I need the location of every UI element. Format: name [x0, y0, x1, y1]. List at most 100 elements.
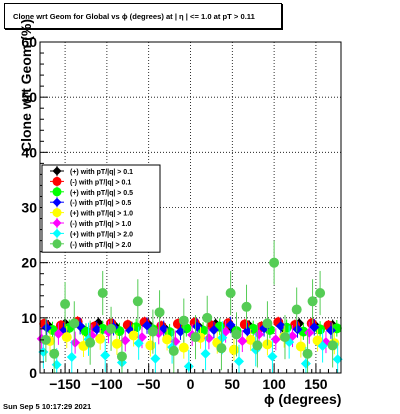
- data-point: [267, 351, 278, 362]
- data-point: [203, 333, 214, 344]
- data-point: [85, 337, 96, 348]
- data-point: [332, 354, 343, 365]
- data-point: [233, 356, 244, 367]
- data-point: [178, 342, 189, 353]
- legend-marker: [52, 239, 62, 249]
- data-point: [168, 345, 179, 356]
- data-point: [228, 344, 239, 355]
- y-tick-label: 20: [21, 255, 37, 271]
- legend-entry: (-) with pT/|q| > 0.5: [70, 200, 131, 207]
- data-point: [245, 334, 256, 345]
- data-point: [309, 322, 320, 333]
- data-point: [279, 332, 290, 343]
- data-point: [61, 332, 72, 343]
- data-point: [304, 327, 315, 338]
- data-point: [154, 307, 165, 318]
- legend-marker: [52, 228, 62, 238]
- series-8: [40, 240, 338, 373]
- data-point: [269, 257, 280, 268]
- data-point: [51, 359, 62, 370]
- legend-entry: (+) with pT/|q| > 1.0: [70, 211, 133, 218]
- x-tick-label: −150: [49, 376, 81, 392]
- data-point: [133, 338, 144, 349]
- data-point: [254, 329, 265, 340]
- legend-entry: (-) with pT/|q| > 1.0: [70, 221, 131, 228]
- legend-marker: [52, 208, 62, 218]
- data-point: [292, 324, 303, 335]
- legend-marker: [52, 176, 62, 186]
- legend-entry: (+) with pT/|q| > 2.0: [70, 231, 133, 238]
- y-tick-label: 30: [21, 200, 37, 216]
- data-point: [327, 340, 338, 351]
- legend-box: [41, 164, 161, 253]
- x-tick-label: 150: [304, 376, 328, 392]
- y-tick-label: 0: [29, 365, 37, 381]
- data-point: [145, 340, 156, 351]
- legend-marker: [52, 187, 62, 197]
- data-point: [106, 323, 117, 334]
- data-point: [216, 343, 227, 354]
- timestamp: Sun Sep 5 10:17:29 2021: [3, 402, 92, 411]
- data-point: [242, 326, 253, 337]
- data-point: [97, 288, 108, 299]
- data-point: [175, 326, 186, 337]
- data-point: [262, 318, 273, 329]
- legend-entry: (+) with pT/|q| > 0.5: [70, 190, 133, 197]
- y-tick-label: 10: [21, 310, 37, 326]
- data-point: [200, 348, 211, 359]
- data-point: [183, 361, 194, 372]
- data-point: [317, 340, 328, 351]
- chart-title: Clone wrt Geom for Global vs ϕ (degrees)…: [4, 3, 282, 29]
- data-point: [208, 324, 219, 335]
- data-point: [241, 301, 252, 312]
- data-point: [70, 337, 81, 348]
- y-tick-label: 50: [21, 89, 37, 105]
- legend-marker: [52, 218, 62, 228]
- data-point: [252, 340, 263, 351]
- axis-layer: 0 10 20 30 40 50 60 −150 −100 −50 0 50 100 150: [21, 34, 338, 392]
- data-point: [116, 351, 127, 362]
- legend-entry: (+) with pT/|q| > 0.1: [70, 169, 133, 176]
- data-point: [231, 329, 242, 340]
- data-point: [91, 324, 102, 335]
- data-point: [132, 296, 143, 307]
- data-point: [40, 334, 51, 345]
- data-point: [53, 328, 64, 339]
- y-tick-label: 40: [21, 144, 37, 160]
- y-tick-label: 60: [21, 34, 37, 50]
- data-point: [295, 341, 306, 352]
- data-point: [237, 336, 248, 347]
- x-axis-label: ϕ (degrees): [264, 391, 342, 407]
- data-point: [302, 348, 313, 359]
- data-point: [100, 350, 111, 361]
- legend-marker: [52, 197, 62, 207]
- legend-entry: (-) with pT/|q| > 2.0: [70, 242, 131, 249]
- legend: (+) with pT/|q| > 0.1 (-) with pT/|q| > 0…: [41, 164, 161, 253]
- legend-entry: (-) with pT/|q| > 0.1: [70, 179, 131, 186]
- data-point: [300, 358, 311, 369]
- data-point: [325, 325, 336, 336]
- data-point: [60, 299, 71, 310]
- data-point: [150, 353, 161, 364]
- data-point: [291, 304, 302, 315]
- data-point: [111, 338, 122, 349]
- data-point: [275, 321, 286, 332]
- data-point: [49, 348, 60, 359]
- data-point: [162, 334, 173, 345]
- data-point: [66, 352, 77, 363]
- data-point: [315, 288, 326, 299]
- x-tick-label: 0: [187, 376, 195, 392]
- data-point: [225, 288, 236, 299]
- series-layer: [36, 240, 343, 373]
- data-point: [128, 330, 139, 341]
- x-tick-label: −50: [137, 376, 161, 392]
- data-point: [202, 312, 213, 323]
- data-point: [312, 335, 323, 346]
- data-point: [41, 322, 52, 333]
- data-point: [190, 332, 201, 343]
- data-point: [270, 334, 281, 345]
- x-tick-label: 50: [225, 376, 241, 392]
- data-point: [69, 318, 80, 329]
- y-axis-label: Clone wrt Geom (%): [18, 18, 34, 152]
